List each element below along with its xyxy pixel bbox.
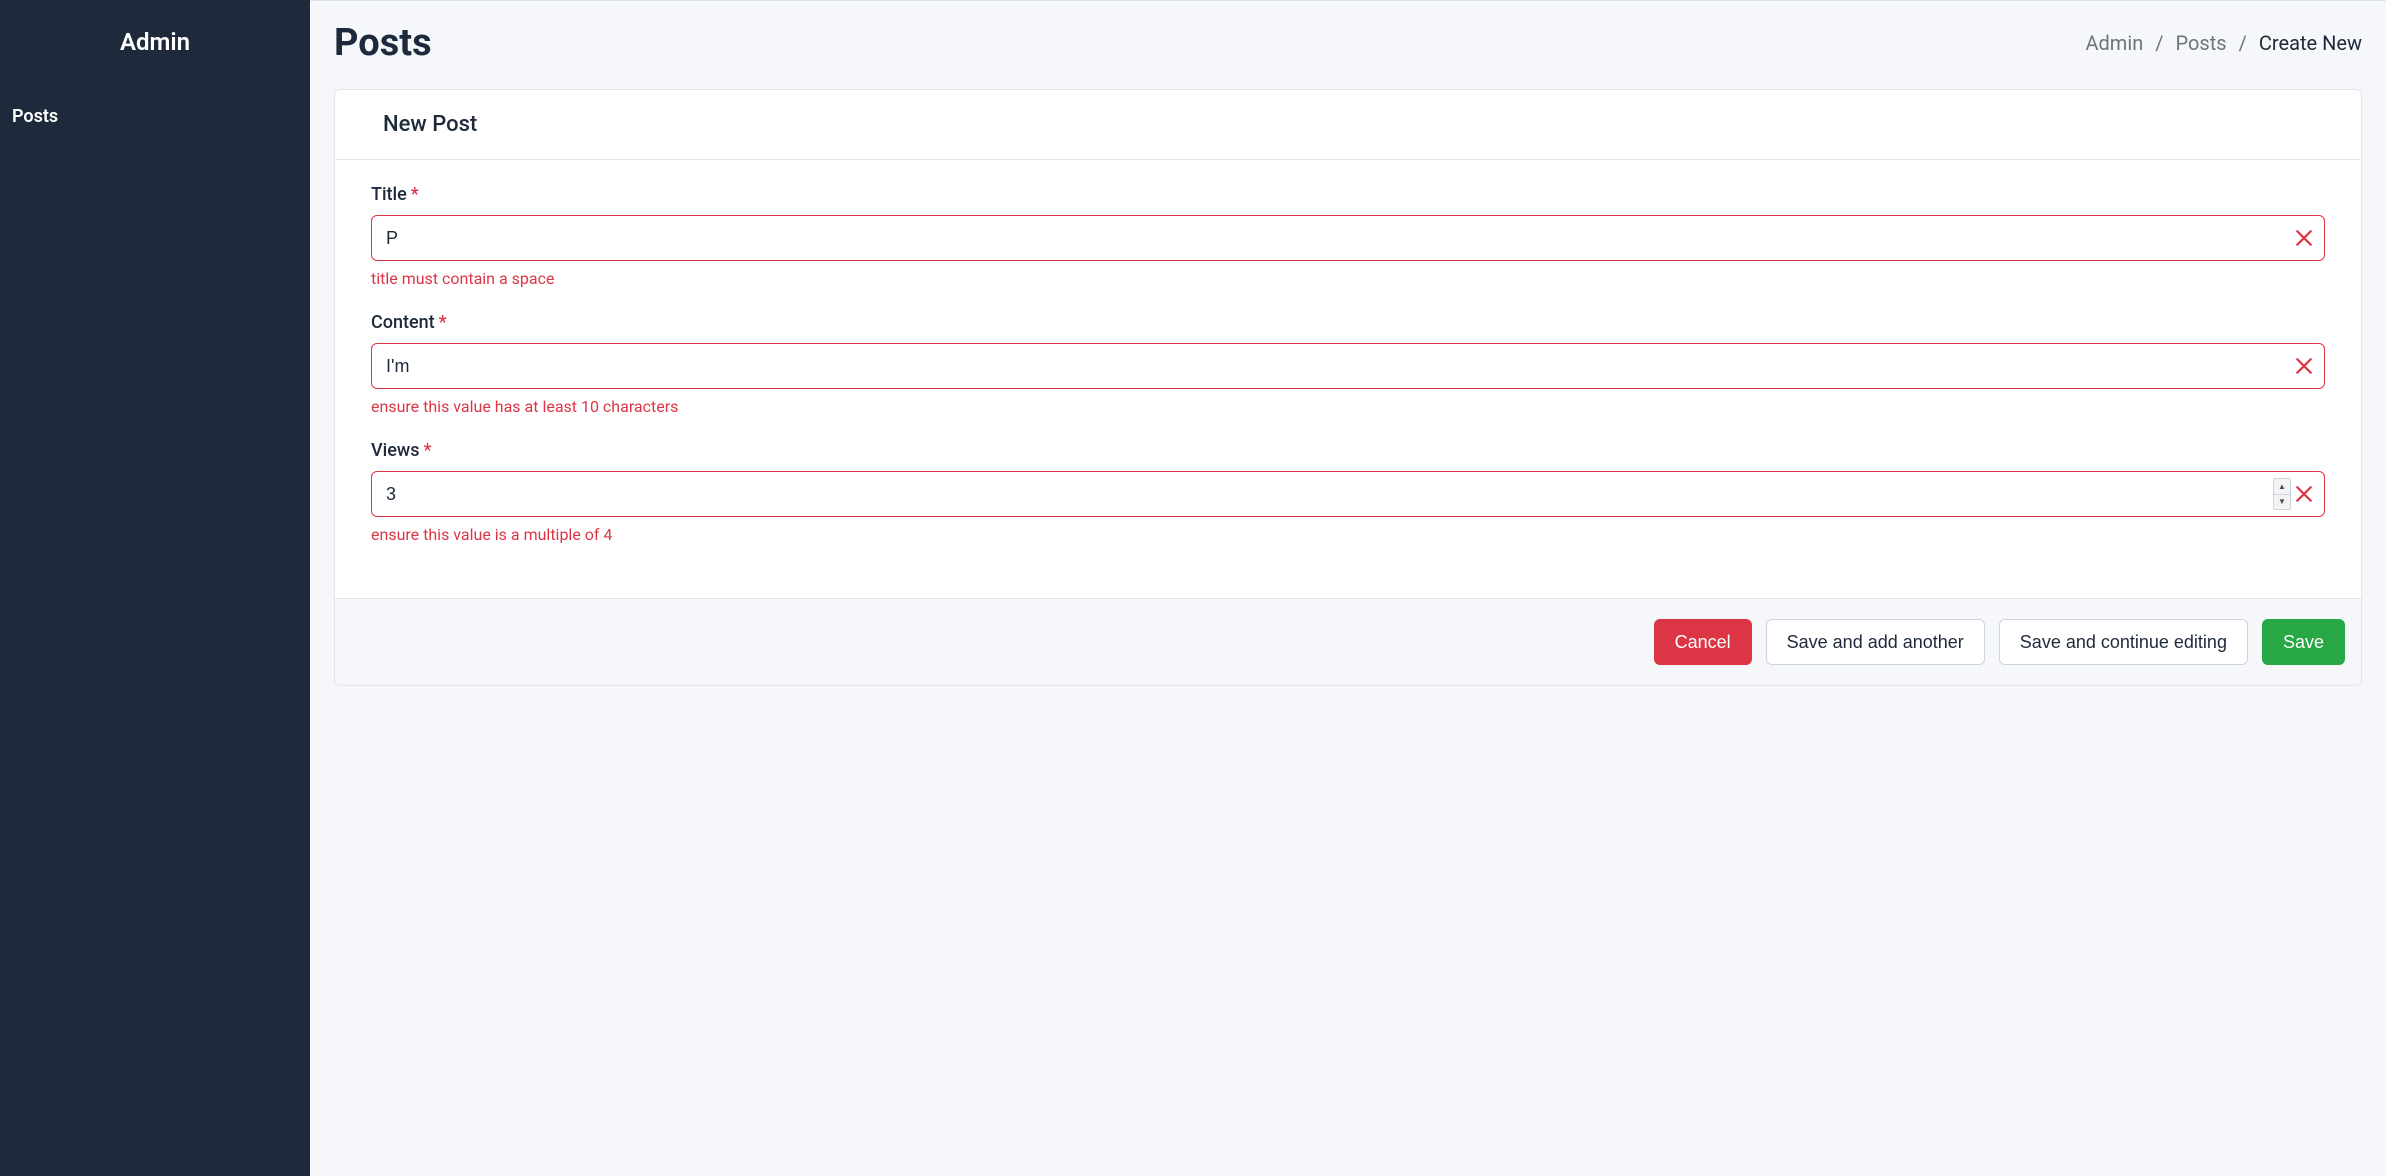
required-star: * — [423, 440, 431, 461]
field-views: Views* ▲ ▼ ensure this value is a multip… — [371, 440, 2325, 544]
main-content: Posts Admin / Posts / Create New New Pos… — [310, 0, 2386, 1176]
stepper-up-icon[interactable]: ▲ — [2274, 479, 2290, 495]
content-label: Content* — [371, 312, 2325, 333]
sidebar: Admin Posts — [0, 0, 310, 1176]
card-footer: Cancel Save and add another Save and con… — [335, 598, 2361, 685]
title-label-text: Title — [371, 184, 407, 205]
card-header: New Post — [335, 90, 2361, 160]
quantity-stepper[interactable]: ▲ ▼ — [2273, 478, 2291, 510]
views-input-wrap: ▲ ▼ — [371, 471, 2325, 517]
page-title: Posts — [334, 21, 432, 65]
save-button[interactable]: Save — [2262, 619, 2345, 665]
content-label-text: Content — [371, 312, 435, 333]
title-error: title must contain a space — [371, 269, 2325, 288]
form-card: New Post Title* title must contain a spa… — [334, 89, 2362, 686]
breadcrumb-sep: / — [2155, 31, 2163, 55]
field-title: Title* title must contain a space — [371, 184, 2325, 288]
title-input-wrap — [371, 215, 2325, 261]
content-error: ensure this value has at least 10 charac… — [371, 397, 2325, 416]
breadcrumb: Admin / Posts / Create New — [2085, 31, 2362, 55]
title-label: Title* — [371, 184, 2325, 205]
field-content: Content* ensure this value has at least … — [371, 312, 2325, 416]
sidebar-item-posts[interactable]: Posts — [0, 96, 310, 137]
app-layout: Admin Posts Posts Admin / Posts / Create… — [0, 0, 2386, 1176]
required-star: * — [411, 184, 419, 205]
breadcrumb-current: Create New — [2259, 31, 2362, 55]
sidebar-title[interactable]: Admin — [0, 18, 310, 96]
breadcrumb-sep: / — [2239, 31, 2247, 55]
required-star: * — [439, 312, 447, 333]
card-body: Title* title must contain a space Conten… — [335, 160, 2361, 598]
views-label: Views* — [371, 440, 2325, 461]
breadcrumb-posts[interactable]: Posts — [2176, 31, 2227, 55]
content-input-wrap — [371, 343, 2325, 389]
save-add-another-button[interactable]: Save and add another — [1766, 619, 1985, 665]
cancel-button[interactable]: Cancel — [1654, 619, 1752, 665]
stepper-down-icon[interactable]: ▼ — [2274, 495, 2290, 510]
breadcrumb-admin[interactable]: Admin — [2085, 31, 2143, 55]
views-label-text: Views — [371, 440, 419, 461]
save-continue-editing-button[interactable]: Save and continue editing — [1999, 619, 2248, 665]
views-input[interactable] — [371, 471, 2325, 517]
main-header: Posts Admin / Posts / Create New — [334, 21, 2362, 65]
views-error: ensure this value is a multiple of 4 — [371, 525, 2325, 544]
content-input[interactable] — [371, 343, 2325, 389]
title-input[interactable] — [371, 215, 2325, 261]
